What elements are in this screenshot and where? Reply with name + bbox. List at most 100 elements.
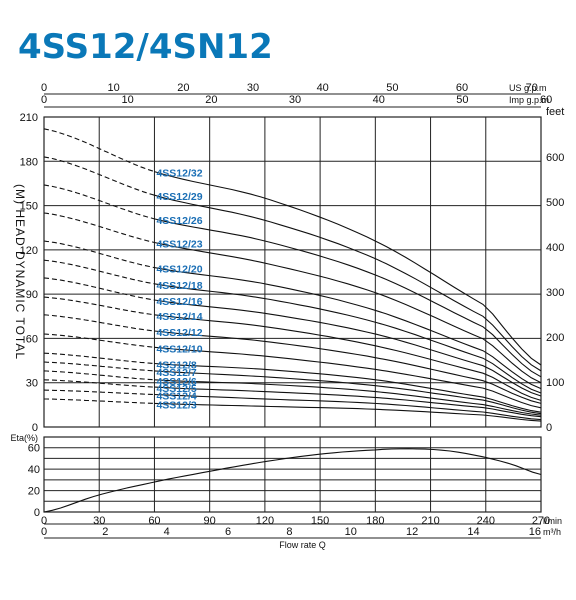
head-curve <box>154 194 542 372</box>
head-curve <box>154 402 542 422</box>
series-label: 4SS12/6 <box>156 376 196 388</box>
x-m3h-tick-label: 14 <box>467 526 479 538</box>
top-us-tick-label: 70 <box>526 82 538 94</box>
head-curve-dashed <box>43 352 155 365</box>
y-left-tick-label: 150 <box>20 201 38 213</box>
series-label: 4SS12/20 <box>156 264 202 276</box>
head-curve <box>154 393 542 421</box>
top-imp-tick-label: 40 <box>373 94 385 106</box>
series-label: 4SS12/7 <box>156 367 196 379</box>
x-lmin-tick-label: 120 <box>256 515 274 527</box>
y-right-tick-label: 100 <box>546 377 564 389</box>
head-curve-dashed <box>43 128 155 173</box>
series-label: 4SS12/29 <box>156 191 202 203</box>
x-lmin-unit-label: l/min <box>543 516 562 526</box>
series-label: 4SS12/12 <box>156 327 202 339</box>
x-m3h-tick-label: 2 <box>102 526 108 538</box>
top-imp-tick-label: 0 <box>41 94 47 106</box>
top-imp-unit-label: Imp g.p.m <box>509 95 549 105</box>
y-right-tick-label: 0 <box>546 422 552 434</box>
head-curve-dashed <box>44 398 155 404</box>
head-curve <box>154 218 542 378</box>
head-curve <box>154 346 542 409</box>
eff-tick-label: 20 <box>28 486 40 498</box>
y-left-tick-label: 30 <box>26 378 38 390</box>
top-imp-tick-label: 30 <box>289 94 301 106</box>
top-us-tick-label: 50 <box>386 82 398 94</box>
head-plot-frame <box>43 116 542 428</box>
head-curve <box>154 370 542 415</box>
head-curve <box>154 379 542 416</box>
efficiency-grid <box>44 437 541 512</box>
efficiency-curve <box>43 448 542 513</box>
series-label: 4SS12/16 <box>156 296 202 308</box>
chart-title: 4SS12/4SN12 <box>18 27 273 67</box>
head-curve-dashed <box>43 379 155 388</box>
head-curve <box>154 241 542 384</box>
y-right-tick-label: 400 <box>546 242 564 254</box>
x-lmin-tick-label: 150 <box>311 515 329 527</box>
series-label: 4SS12/14 <box>156 311 202 323</box>
series-label: 4SS12/5 <box>156 383 196 395</box>
top-us-tick-label: 20 <box>177 82 189 94</box>
efficiency-plot-frame <box>43 436 542 513</box>
head-curve-dashed <box>43 156 155 196</box>
head-curve <box>154 299 542 397</box>
top-us-tick-label: 0 <box>41 82 47 94</box>
y-left-tick-label: 90 <box>26 289 38 301</box>
top-us-unit-label: US g.p.m <box>509 83 547 93</box>
series-label: 4SS12/8 <box>156 360 196 372</box>
head-curve-dashed <box>43 259 155 285</box>
head-grid <box>44 117 541 427</box>
eff-tick-label: 40 <box>28 464 40 476</box>
series-label: 4SS12/10 <box>156 343 202 355</box>
y-left-tick-label: 0 <box>32 422 38 434</box>
eff-tick-label: 0 <box>34 507 40 519</box>
top-imp-tick-label: 10 <box>122 94 134 106</box>
x-lmin-tick-label: 0 <box>41 515 47 527</box>
x-lmin-tick-label: 210 <box>421 515 439 527</box>
x-m3h-tick-label: 8 <box>286 526 292 538</box>
head-curve-dashed <box>43 212 155 244</box>
series-label: 4SS12/18 <box>156 280 202 292</box>
head-curve-dashed <box>43 370 155 381</box>
y-right-tick-label: 200 <box>546 332 564 344</box>
head-curve-dashed <box>43 296 155 316</box>
x-m3h-tick-label: 10 <box>345 526 357 538</box>
x-m3h-tick-label: 12 <box>406 526 418 538</box>
head-curve <box>154 330 542 404</box>
model-labels: 4SS12/32 4SS12/29 4SS12/26 4SS12/23 4SS12/20… <box>156 168 202 412</box>
x-m3h-tick-label: 0 <box>41 526 47 538</box>
head-curve-dashed <box>43 277 155 301</box>
y-right-tick-label: 300 <box>546 287 564 299</box>
series-label: 4SS12/26 <box>156 215 202 227</box>
x-axis-title: Flow rate Q <box>279 540 326 550</box>
top-us-tick-label: 30 <box>247 82 259 94</box>
y-right-unit-label: feet <box>546 106 564 118</box>
series-label: 4SS12/23 <box>156 238 202 250</box>
series-label: 4SS12/4 <box>156 391 196 403</box>
top-us-tick-label: 60 <box>456 82 468 94</box>
y-left-tick-label: 180 <box>20 156 38 168</box>
head-curve-dashed <box>43 314 155 332</box>
y-left-tick-label: 210 <box>20 112 38 124</box>
head-curve <box>154 171 542 366</box>
head-curve-dashed <box>43 333 155 348</box>
head-curve <box>154 267 542 390</box>
top-imp-tick-label: 60 <box>540 94 552 106</box>
head-curve-dashed <box>43 184 155 220</box>
top-us-tick-label: 40 <box>317 82 329 94</box>
head-curves <box>43 128 542 422</box>
top-imp-tick-label: 20 <box>205 94 217 106</box>
y-left-axis-title: (M) HEAD DYNAMIC TOTAL <box>13 184 27 360</box>
x-m3h-tick-label: 16 <box>529 526 541 538</box>
x-lmin-tick-label: 90 <box>204 515 216 527</box>
x-m3h-unit-label: m³/h <box>543 527 561 537</box>
top-imp-tick-label: 50 <box>456 94 468 106</box>
head-curve <box>154 362 542 413</box>
series-label: 4SS12/3 <box>156 399 196 411</box>
y-right-tick-label: 600 <box>546 152 564 164</box>
head-curve <box>154 386 542 418</box>
eff-axis-title: Eta(%) <box>10 433 38 443</box>
